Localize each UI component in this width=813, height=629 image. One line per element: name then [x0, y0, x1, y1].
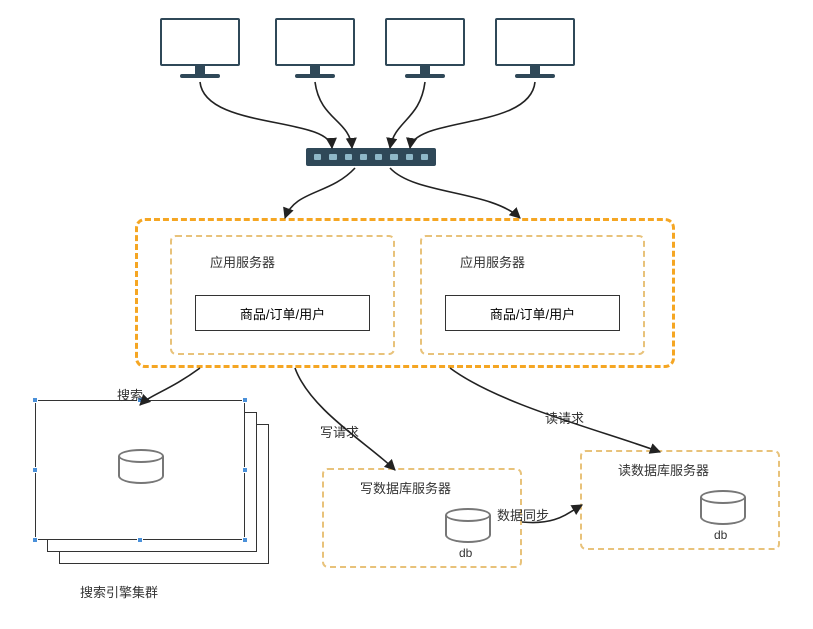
app-server-title: 应用服务器 — [210, 252, 275, 271]
client-monitor — [160, 18, 240, 80]
network-switch — [306, 148, 436, 166]
db-cylinder-icon — [445, 508, 491, 543]
edge — [410, 82, 535, 148]
search-cluster-title: 搜索引擎集群 — [80, 582, 158, 601]
edge — [390, 168, 520, 218]
app-module-label: 商品/订单/用户 — [490, 304, 575, 323]
selection-handle[interactable] — [242, 397, 248, 403]
edge — [390, 82, 425, 148]
selection-handle[interactable] — [242, 467, 248, 473]
app-server-title: 应用服务器 — [460, 252, 525, 271]
edge — [200, 82, 332, 148]
edge-label-read: 读请求 — [545, 408, 584, 427]
architecture-diagram: 应用服务器 商品/订单/用户 应用服务器 商品/订单/用户 写数据库服务器 db… — [0, 0, 813, 629]
client-monitor — [495, 18, 575, 80]
selection-handle[interactable] — [32, 467, 38, 473]
edge-label-write: 写请求 — [320, 422, 359, 441]
edge-label-sync: 数据同步 — [497, 505, 549, 524]
db-cylinder-icon — [700, 490, 746, 525]
selection-handle[interactable] — [32, 537, 38, 543]
read-db-title: 读数据库服务器 — [618, 460, 709, 479]
write-db-label: db — [459, 546, 472, 560]
app-module-box: 商品/订单/用户 — [195, 295, 370, 331]
edge — [285, 168, 355, 218]
db-cylinder-icon — [118, 449, 164, 484]
edge — [295, 368, 395, 470]
client-monitor — [385, 18, 465, 80]
edge-label-search: 搜索 — [117, 385, 143, 404]
app-module-box: 商品/订单/用户 — [445, 295, 620, 331]
read-db-label: db — [714, 528, 727, 542]
selection-handle[interactable] — [32, 397, 38, 403]
edge — [315, 82, 352, 148]
app-module-label: 商品/订单/用户 — [240, 304, 325, 323]
write-db-title: 写数据库服务器 — [360, 478, 451, 497]
client-monitor — [275, 18, 355, 80]
selection-handle[interactable] — [137, 537, 143, 543]
selection-handle[interactable] — [242, 537, 248, 543]
